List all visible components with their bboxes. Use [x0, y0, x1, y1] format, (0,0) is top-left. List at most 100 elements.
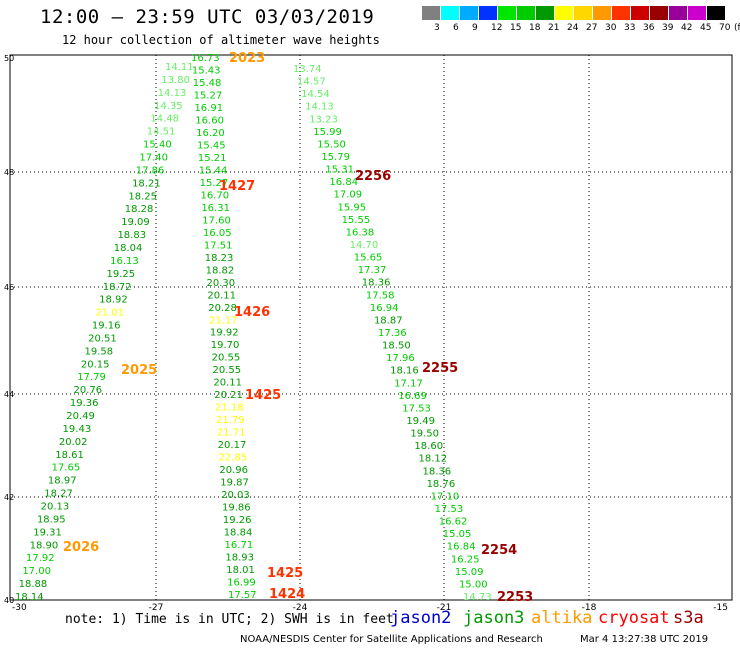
wave-height-value: 20.02: [59, 437, 88, 448]
wave-height-value: 18.61: [55, 450, 84, 461]
wave-height-value: 15.09: [455, 567, 484, 578]
wave-height-value: 18.27: [44, 489, 73, 500]
time-label: 2253: [497, 590, 533, 605]
legend-jason3: jason3: [463, 608, 525, 628]
colorbar-swatch: [688, 6, 706, 20]
x-tick-label: -27: [149, 603, 164, 613]
wave-height-value: 17.57: [228, 590, 257, 601]
colorbar-label: 27: [586, 23, 598, 33]
time-label: 2255: [422, 361, 458, 376]
colorbar-swatch: [669, 6, 687, 20]
wave-height-value: 18.21: [132, 178, 161, 189]
wave-height-value: 15.48: [193, 78, 222, 89]
wave-height-value: 16.69: [398, 391, 427, 402]
y-tick-label: 46: [4, 283, 14, 292]
wave-height-value: 19.26: [223, 515, 252, 526]
wave-height-value: 19.16: [92, 321, 121, 332]
wave-height-value: 20.03: [221, 490, 250, 501]
wave-height-value: 15.65: [354, 253, 383, 264]
wave-height-value: 15.45: [197, 140, 226, 151]
wave-height-value: 17.92: [26, 553, 55, 564]
colorbar-label: 24: [567, 23, 579, 33]
wave-height-value: 15.79: [321, 152, 350, 163]
wave-height-value: 18.60: [414, 441, 443, 452]
wave-height-value: 16.71: [225, 540, 254, 551]
wave-height-value: 17.17: [394, 378, 423, 389]
wave-height-value: 19.31: [33, 527, 62, 538]
wave-height-value: 16.84: [447, 542, 476, 553]
colorbar-label: 70: [719, 23, 731, 33]
wave-height-value: 20.21: [214, 390, 243, 401]
colorbar-swatch: [441, 6, 459, 20]
wave-height-value: 18.50: [382, 341, 411, 352]
wave-height-value: 18.90: [30, 540, 59, 551]
time-label: 1425: [245, 388, 281, 403]
colorbar-unit: (ft): [734, 23, 740, 33]
wave-height-value: 14.13: [158, 88, 187, 99]
colorbar-swatch: [631, 6, 649, 20]
wave-height-value: 18.72: [103, 282, 132, 293]
y-tick-label: 50: [4, 54, 14, 63]
wave-height-value: 18.93: [225, 553, 254, 564]
x-tick-label: -15: [713, 603, 728, 613]
wave-height-value: 16.31: [201, 203, 230, 214]
wave-height-value: 14.70: [350, 240, 379, 251]
colorbar-swatch: [612, 6, 630, 20]
time-label: 2254: [481, 543, 517, 558]
wave-height-value: 18.01: [226, 565, 255, 576]
wave-height-value: 18.82: [206, 265, 235, 276]
colorbar-swatch: [422, 6, 440, 20]
wave-height-value: 19.43: [63, 424, 92, 435]
wave-height-value: 15.05: [443, 529, 472, 540]
wave-height-value: 17.86: [136, 165, 165, 176]
wave-height-value: 19.58: [85, 346, 114, 357]
wave-height-value: 17.09: [333, 190, 362, 201]
time-label: 2023: [229, 51, 265, 66]
wave-height-value: 15.50: [317, 139, 346, 150]
wave-height-value: 21.79: [216, 415, 245, 426]
colorbar-swatch: [593, 6, 611, 20]
colorbar-swatch: [517, 6, 535, 20]
y-tick-label: 40: [4, 596, 14, 605]
footer-note: note: 1) Time is in UTC; 2) SWH is in fe…: [65, 612, 394, 627]
colorbar-label: 39: [662, 23, 674, 33]
wave-height-value: 18.23: [205, 253, 234, 264]
wave-height-value: 16.70: [200, 190, 229, 201]
wave-height-value: 13.74: [293, 64, 322, 75]
wave-height-value: 20.11: [207, 290, 236, 301]
wave-height-value: 20.15: [81, 359, 110, 370]
legend-cryosat: cryosat: [598, 608, 670, 628]
wave-height-value: 19.92: [210, 328, 239, 339]
colorbar-label: 9: [472, 23, 478, 33]
map-title: 12:00 – 23:59 UTC 03/03/2019: [40, 6, 375, 28]
colorbar-label: 21: [548, 23, 560, 33]
colorbar-swatch: [707, 6, 725, 20]
colorbar-label: 6: [453, 23, 459, 33]
wave-height-value: 20.55: [213, 365, 242, 376]
wave-height-value: 15.99: [313, 127, 342, 138]
colorbar-swatch: [574, 6, 592, 20]
colorbar-label: 15: [510, 23, 522, 33]
wave-height-value: 17.00: [22, 566, 51, 577]
wave-height-value: 18.95: [37, 514, 66, 525]
colorbar-swatch: [650, 6, 668, 20]
wave-height-value: 18.83: [117, 230, 146, 241]
time-label: 2025: [121, 363, 157, 378]
wave-height-value: 15.27: [200, 178, 229, 189]
wave-height-value: 19.70: [211, 340, 240, 351]
wave-height-value: 15.95: [338, 202, 367, 213]
x-tick-label: -24: [293, 603, 308, 613]
wave-height-value: 19.49: [406, 416, 435, 427]
wave-height-value: 16.91: [194, 103, 223, 114]
time-label: 2026: [63, 540, 99, 555]
wave-height-value: 19.25: [106, 269, 135, 280]
wave-height-value: 14.51: [147, 127, 176, 138]
time-label: 1427: [219, 179, 255, 194]
wave-height-value: 16.05: [203, 228, 232, 239]
y-tick-label: 48: [4, 168, 14, 177]
wave-height-value: 14.48: [150, 114, 179, 125]
y-tick-label: 44: [4, 390, 14, 399]
colorbar-swatch: [555, 6, 573, 20]
colorbar-label: 30: [605, 23, 617, 33]
wave-height-value: 15.21: [198, 153, 227, 164]
